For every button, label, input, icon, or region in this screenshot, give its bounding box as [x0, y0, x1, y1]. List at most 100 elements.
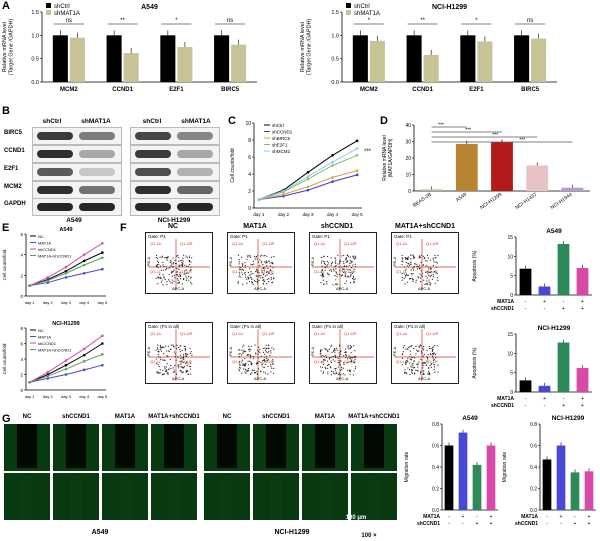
- event-dot: [256, 270, 258, 272]
- event-dot: [242, 269, 245, 271]
- event-dot: [182, 262, 184, 264]
- bar: [576, 267, 589, 295]
- event-dot: [404, 371, 406, 373]
- event-dot: [428, 279, 430, 281]
- event-dot: [352, 264, 354, 266]
- event-dot: [349, 282, 352, 284]
- legend-label: shCtrl: [354, 4, 370, 10]
- event-dot: [189, 263, 191, 266]
- bar: [561, 187, 584, 191]
- event-dot: [405, 262, 407, 264]
- event-dot: [343, 261, 345, 263]
- event-dot: [187, 272, 189, 274]
- event-dot: [433, 368, 435, 371]
- event-dot: [414, 357, 416, 359]
- event-dot: [157, 276, 159, 278]
- x-tick-label: day 3: [61, 394, 72, 399]
- event-dot: [411, 372, 413, 374]
- event-dot: [401, 357, 404, 359]
- event-dot: [403, 273, 405, 275]
- event-dot: [264, 372, 267, 374]
- event-dot: [263, 255, 265, 257]
- sig-label: ***: [364, 149, 372, 155]
- event-dot: [250, 349, 252, 351]
- bar: [576, 368, 589, 392]
- event-dot: [423, 279, 425, 281]
- event-dot: [162, 359, 164, 361]
- wb-strip: [32, 163, 122, 181]
- bar: [52, 35, 68, 82]
- event-dot: [271, 262, 274, 264]
- quadrant-label: Q1-UR: [262, 241, 275, 246]
- event-dot: [337, 254, 339, 256]
- chart-title: A549: [462, 415, 478, 422]
- data-point: [306, 185, 310, 189]
- event-dot: [251, 369, 253, 371]
- event-dot: [257, 261, 260, 263]
- event-dot: [186, 369, 188, 372]
- event-dot: [272, 267, 274, 269]
- event-dot: [185, 371, 187, 373]
- bar: [406, 35, 422, 82]
- quadrant-label: Q1-UL: [314, 241, 327, 246]
- condition-mark: +: [560, 514, 563, 520]
- event-dot: [254, 371, 256, 374]
- event-dot: [422, 345, 425, 348]
- flow-col-label: MAT1A+shCCND1: [395, 223, 455, 230]
- x-tick-label: day 2: [43, 300, 54, 305]
- data-point: [46, 370, 50, 374]
- data-point: [64, 359, 68, 362]
- event-dot: [411, 363, 413, 365]
- event-dot: [346, 268, 348, 270]
- quadrant-label: Q1-UR: [426, 241, 439, 246]
- wound-gap-0h: [315, 424, 335, 468]
- event-dot: [431, 363, 433, 365]
- event-dot: [425, 265, 427, 267]
- event-dot: [320, 353, 322, 355]
- event-dot: [168, 279, 170, 281]
- scale-bar: [342, 523, 370, 525]
- event-dot: [401, 272, 403, 275]
- event-dot: [267, 270, 269, 273]
- event-dot: [155, 254, 158, 257]
- y-tick-label: 4: [20, 357, 23, 362]
- event-dot: [263, 366, 266, 368]
- event-dot: [241, 273, 244, 275]
- x-tick-label: MCM2: [360, 87, 378, 93]
- event-dot: [422, 363, 424, 365]
- event-dot: [242, 346, 244, 348]
- event-dot: [411, 366, 413, 368]
- event-dot: [261, 260, 263, 262]
- event-dot: [326, 272, 329, 274]
- x-tick-label: CCND1: [112, 87, 133, 93]
- event-dot: [413, 266, 415, 268]
- event-dot: [350, 352, 352, 354]
- event-dot: [178, 364, 180, 366]
- sig-label: ***: [519, 138, 525, 144]
- event-dot: [253, 355, 255, 358]
- event-dot: [270, 262, 273, 264]
- event-dot: [432, 355, 434, 357]
- event-dot: [353, 356, 356, 358]
- event-dot: [252, 260, 254, 262]
- data-point: [46, 279, 50, 282]
- event-dot: [330, 361, 333, 364]
- event-dot: [352, 275, 354, 277]
- event-dot: [172, 265, 174, 268]
- event-dot: [249, 354, 251, 357]
- event-dot: [250, 277, 253, 279]
- event-dot: [166, 363, 168, 365]
- event-dot: [238, 266, 241, 268]
- event-dot: [437, 371, 439, 373]
- event-dot: [336, 273, 338, 275]
- event-dot: [250, 264, 252, 266]
- condition-mark: +: [581, 306, 584, 312]
- event-dot: [350, 274, 352, 276]
- event-dot: [323, 256, 325, 258]
- event-dot: [332, 355, 334, 358]
- event-dot: [185, 361, 188, 363]
- image-separator: [4, 471, 50, 473]
- event-dot: [334, 261, 336, 263]
- event-dot: [407, 266, 410, 268]
- event-dot: [421, 254, 423, 257]
